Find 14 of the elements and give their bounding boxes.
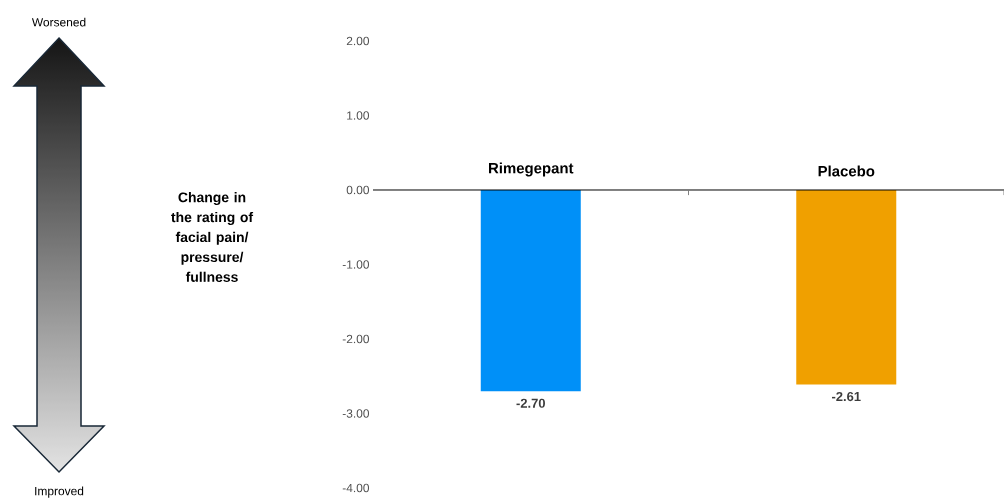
x-tick-label: Placebo [818,165,875,177]
text: Worsened [31,17,86,27]
data-label: -2.70 [516,398,545,408]
y-tick-label: 2.00 [346,36,370,46]
y-tick-label: 0.00 [346,185,370,195]
text: Change in the rating of facial pain/ pressure/ fullness [171,192,254,282]
y-tick-label: -3.00 [342,409,370,418]
y-tick-label: -2.00 [342,334,370,344]
x-tick-label: Rimegepant [489,162,574,177]
data-label: -2.61 [832,391,861,402]
text: Improved [35,486,84,498]
y-tick-label: 1.00 [347,111,370,120]
y-tick-label: -4.00 [342,483,370,493]
y-tick-label: -1.00 [342,260,370,269]
